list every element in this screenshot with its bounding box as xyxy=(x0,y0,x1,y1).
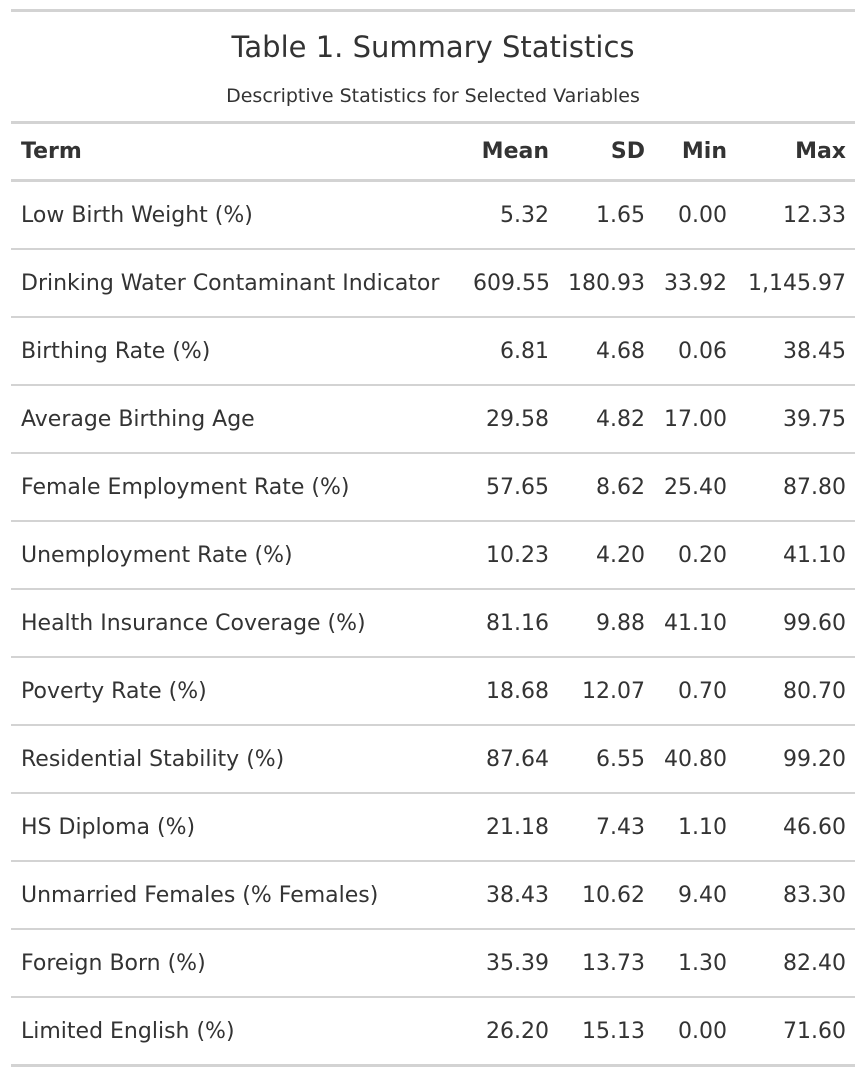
table-header-rule xyxy=(11,121,855,124)
cell-term: Foreign Born (%) xyxy=(11,929,463,998)
cell-sd: 8.62 xyxy=(558,453,654,522)
cell-max: 87.80 xyxy=(736,453,855,522)
table-title: Table 1. Summary Statistics xyxy=(231,30,635,64)
cell-mean: 87.64 xyxy=(463,725,558,794)
cell-min: 0.00 xyxy=(654,180,736,250)
cell-term: Low Birth Weight (%) xyxy=(11,180,463,250)
cell-sd: 4.68 xyxy=(558,317,654,386)
cell-sd: 10.62 xyxy=(558,861,654,930)
cell-max: 83.30 xyxy=(736,861,855,930)
cell-max: 80.70 xyxy=(736,657,855,726)
table-row: Limited English (%) 26.20 15.13 0.00 71.60 xyxy=(11,997,855,1067)
cell-mean: 38.43 xyxy=(463,861,558,930)
cell-sd: 1.65 xyxy=(558,180,654,250)
cell-min: 33.92 xyxy=(654,249,736,318)
cell-term: Female Employment Rate (%) xyxy=(11,453,463,522)
cell-min: 0.70 xyxy=(654,657,736,726)
cell-min: 0.00 xyxy=(654,997,736,1067)
cell-min: 1.10 xyxy=(654,793,736,862)
cell-mean: 6.81 xyxy=(463,317,558,386)
table-row: Female Employment Rate (%) 57.65 8.62 25.40… xyxy=(11,453,855,522)
table-row: Unmarried Females (% Females) 38.43 10.62 9… xyxy=(11,861,855,930)
table-row: Poverty Rate (%) 18.68 12.07 0.70 80.70 xyxy=(11,657,855,726)
cell-sd: 6.55 xyxy=(558,725,654,794)
cell-mean: 29.58 xyxy=(463,385,558,454)
table-row: Average Birthing Age 29.58 4.82 17.00 39.75 xyxy=(11,385,855,454)
table-top-rule xyxy=(11,9,855,12)
cell-sd: 180.93 xyxy=(558,249,654,318)
cell-term: Birthing Rate (%) xyxy=(11,317,463,386)
table-row: Birthing Rate (%) 6.81 4.68 0.06 38.45 xyxy=(11,317,855,386)
table-header-row: Term Mean SD Min Max xyxy=(11,124,855,182)
cell-sd: 9.88 xyxy=(558,589,654,658)
cell-term: Average Birthing Age xyxy=(11,385,463,454)
cell-term: HS Diploma (%) xyxy=(11,793,463,862)
cell-min: 41.10 xyxy=(654,589,736,658)
cell-max: 38.45 xyxy=(736,317,855,386)
cell-min: 0.20 xyxy=(654,521,736,590)
table-row: HS Diploma (%) 21.18 7.43 1.10 46.60 xyxy=(11,793,855,862)
cell-min: 40.80 xyxy=(654,725,736,794)
cell-mean: 609.55 xyxy=(463,249,558,318)
column-header-term: Term xyxy=(11,124,463,182)
cell-max: 46.60 xyxy=(736,793,855,862)
column-header-max: Max xyxy=(736,124,855,182)
cell-mean: 10.23 xyxy=(463,521,558,590)
summary-statistics-table: Term Mean SD Min Max Low Birth Weight (%… xyxy=(11,124,855,1067)
cell-mean: 5.32 xyxy=(463,180,558,250)
table-row: Drinking Water Contaminant Indicator 609.… xyxy=(11,249,855,318)
table-row: Residential Stability (%) 87.64 6.55 40.80 9… xyxy=(11,725,855,794)
cell-max: 71.60 xyxy=(736,997,855,1067)
cell-min: 0.06 xyxy=(654,317,736,386)
table-row: Unemployment Rate (%) 10.23 4.20 0.20 41.10 xyxy=(11,521,855,590)
cell-term: Health Insurance Coverage (%) xyxy=(11,589,463,658)
cell-max: 82.40 xyxy=(736,929,855,998)
cell-max: 41.10 xyxy=(736,521,855,590)
cell-max: 1,145.97 xyxy=(736,249,855,318)
cell-min: 17.00 xyxy=(654,385,736,454)
column-header-mean: Mean xyxy=(463,124,558,182)
cell-term: Residential Stability (%) xyxy=(11,725,463,794)
cell-mean: 35.39 xyxy=(463,929,558,998)
summary-table-container: Table 1. Summary Statistics Descriptive … xyxy=(11,9,855,1067)
cell-sd: 4.82 xyxy=(558,385,654,454)
table-subtitle: Descriptive Statistics for Selected Vari… xyxy=(226,85,640,107)
cell-min: 9.40 xyxy=(654,861,736,930)
table-row: Low Birth Weight (%) 5.32 1.65 0.00 12.33 xyxy=(11,180,855,250)
cell-sd: 7.43 xyxy=(558,793,654,862)
cell-min: 1.30 xyxy=(654,929,736,998)
cell-max: 99.20 xyxy=(736,725,855,794)
cell-sd: 12.07 xyxy=(558,657,654,726)
cell-term: Unmarried Females (% Females) xyxy=(11,861,463,930)
cell-term: Unemployment Rate (%) xyxy=(11,521,463,590)
cell-mean: 26.20 xyxy=(463,997,558,1067)
cell-max: 99.60 xyxy=(736,589,855,658)
cell-mean: 57.65 xyxy=(463,453,558,522)
table-body: Low Birth Weight (%) 5.32 1.65 0.00 12.33 Dri… xyxy=(11,180,855,1067)
cell-sd: 4.20 xyxy=(558,521,654,590)
column-header-min: Min xyxy=(654,124,736,182)
cell-mean: 21.18 xyxy=(463,793,558,862)
table-row: Foreign Born (%) 35.39 13.73 1.30 82.40 xyxy=(11,929,855,998)
cell-term: Poverty Rate (%) xyxy=(11,657,463,726)
cell-max: 39.75 xyxy=(736,385,855,454)
cell-term: Drinking Water Contaminant Indicator xyxy=(11,249,463,318)
cell-mean: 81.16 xyxy=(463,589,558,658)
column-header-sd: SD xyxy=(558,124,654,182)
cell-mean: 18.68 xyxy=(463,657,558,726)
cell-sd: 15.13 xyxy=(558,997,654,1067)
cell-max: 12.33 xyxy=(736,180,855,250)
cell-sd: 13.73 xyxy=(558,929,654,998)
cell-term: Limited English (%) xyxy=(11,997,463,1067)
cell-min: 25.40 xyxy=(654,453,736,522)
table-row: Health Insurance Coverage (%) 81.16 9.88 41… xyxy=(11,589,855,658)
